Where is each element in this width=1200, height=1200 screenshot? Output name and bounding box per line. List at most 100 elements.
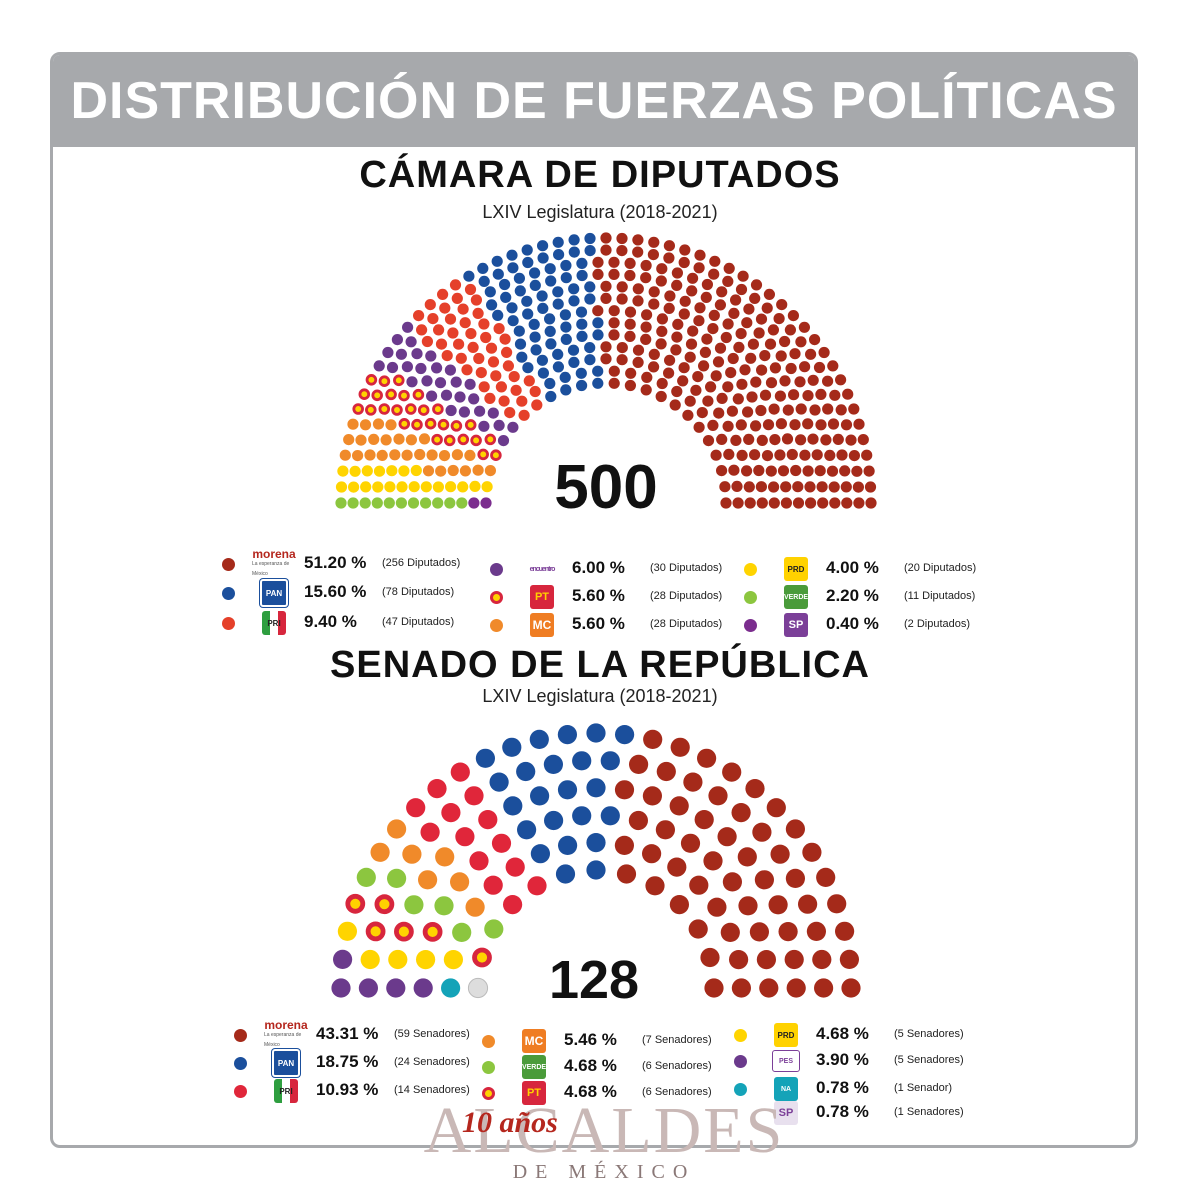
seat-sin-partido xyxy=(467,977,489,999)
seat-morena xyxy=(759,350,771,362)
seat-morena xyxy=(722,381,734,393)
seat-pes xyxy=(421,375,433,387)
senado-subtitle: LXIV Legislatura (2018-2021) xyxy=(482,686,718,706)
seat-morena xyxy=(852,481,865,493)
seat-morena xyxy=(804,481,816,493)
seat-pri xyxy=(502,895,523,915)
seat-pri xyxy=(529,385,541,398)
seat-pan xyxy=(529,729,549,749)
seat-morena xyxy=(648,298,660,310)
seat-prd xyxy=(372,481,384,493)
seat-morena xyxy=(841,497,853,509)
seat-pt xyxy=(417,404,430,416)
seat-mc xyxy=(414,448,426,461)
seat-pan xyxy=(507,315,519,327)
seat-morena xyxy=(769,362,782,374)
seat-pan xyxy=(529,279,541,291)
seat-morena xyxy=(768,497,780,509)
mc-logo-icon: MC xyxy=(520,612,564,638)
seat-morena xyxy=(656,263,668,275)
seat-pri xyxy=(441,350,453,362)
seat-morena xyxy=(700,291,712,303)
seat-pes xyxy=(434,377,447,389)
seat-pan xyxy=(516,351,528,363)
seat-pt xyxy=(405,403,417,415)
seat-pes xyxy=(458,406,470,418)
seat-morena xyxy=(600,244,612,256)
seat-pan xyxy=(552,286,564,298)
seat-morena xyxy=(836,449,848,461)
seat-morena xyxy=(722,872,743,892)
encuentro-social-logo-icon: encuentro xyxy=(529,565,556,573)
seat-pes xyxy=(431,362,443,374)
seat-morena xyxy=(701,278,714,291)
seat-prd xyxy=(384,481,396,493)
legend-swatch xyxy=(744,619,757,632)
seat-morena xyxy=(708,786,728,806)
seat-morena xyxy=(755,313,768,325)
seat-pri xyxy=(437,288,449,300)
alcaldes-logo-watermark: ALCALDES DE MÉXICO 10 años xyxy=(404,1098,804,1183)
seat-morena xyxy=(795,403,807,415)
seat-pan xyxy=(576,379,588,392)
seat-pan xyxy=(513,272,526,284)
seat-morena xyxy=(664,354,676,366)
seat-pan xyxy=(552,236,564,248)
seat-pri xyxy=(459,317,471,329)
seat-pes xyxy=(382,346,394,359)
sin-partido-logo-icon: SP xyxy=(764,1100,808,1126)
seat-morena xyxy=(643,729,663,749)
seat-morena xyxy=(774,390,787,402)
seat-pt xyxy=(358,388,371,400)
header-banner: DISTRIBUCIÓN DE FUERZAS POLÍTICAS xyxy=(53,55,1135,147)
seat-pri xyxy=(472,307,484,319)
seat-pan xyxy=(530,844,551,864)
seat-morena xyxy=(632,246,644,258)
seat-prd xyxy=(432,481,444,493)
seat-pri xyxy=(424,299,436,311)
seat-morena xyxy=(775,350,787,362)
seat-morena xyxy=(753,327,765,339)
seat-morena xyxy=(842,388,854,400)
seat-pes xyxy=(507,421,519,433)
seat-morena xyxy=(592,268,604,280)
seat-pri xyxy=(516,395,528,407)
seat-pan xyxy=(521,295,533,307)
seat-pan xyxy=(575,306,588,318)
seat-morena xyxy=(663,252,675,264)
seat-pri xyxy=(461,364,473,376)
seat-morena xyxy=(835,374,847,386)
seat-morena xyxy=(744,497,756,509)
seat-morena xyxy=(600,280,612,292)
seat-morena xyxy=(686,285,698,297)
seat-pan xyxy=(572,806,592,826)
legend-percent: 15.60 % xyxy=(304,582,367,601)
seat-morena xyxy=(632,295,644,307)
seat-morena xyxy=(669,895,690,915)
seat-morena xyxy=(759,389,772,401)
seat-morena xyxy=(608,268,620,280)
seat-morena xyxy=(798,894,818,914)
seat-morena xyxy=(739,364,751,376)
seat-pan xyxy=(568,295,580,307)
seat-morena xyxy=(722,318,734,330)
seat-pt xyxy=(393,374,405,387)
seat-morena xyxy=(776,299,788,311)
seat-morena xyxy=(839,949,860,969)
seat-morena xyxy=(624,269,636,282)
seat-pan xyxy=(544,325,556,337)
seat-morena xyxy=(768,895,788,915)
legend-percent: 4.68 % xyxy=(564,1056,617,1075)
seat-pri xyxy=(444,313,457,325)
seat-pri xyxy=(449,279,462,291)
seat-pri xyxy=(508,371,520,383)
seat-pt xyxy=(365,921,386,942)
seat-pan xyxy=(537,252,549,264)
seat-morena xyxy=(829,497,841,509)
seat-pan xyxy=(484,286,496,298)
seat-pes xyxy=(401,361,413,373)
seat-morena xyxy=(731,978,752,998)
seat-pes xyxy=(445,404,457,417)
seat-morena xyxy=(705,381,717,393)
seat-mc xyxy=(364,449,376,461)
